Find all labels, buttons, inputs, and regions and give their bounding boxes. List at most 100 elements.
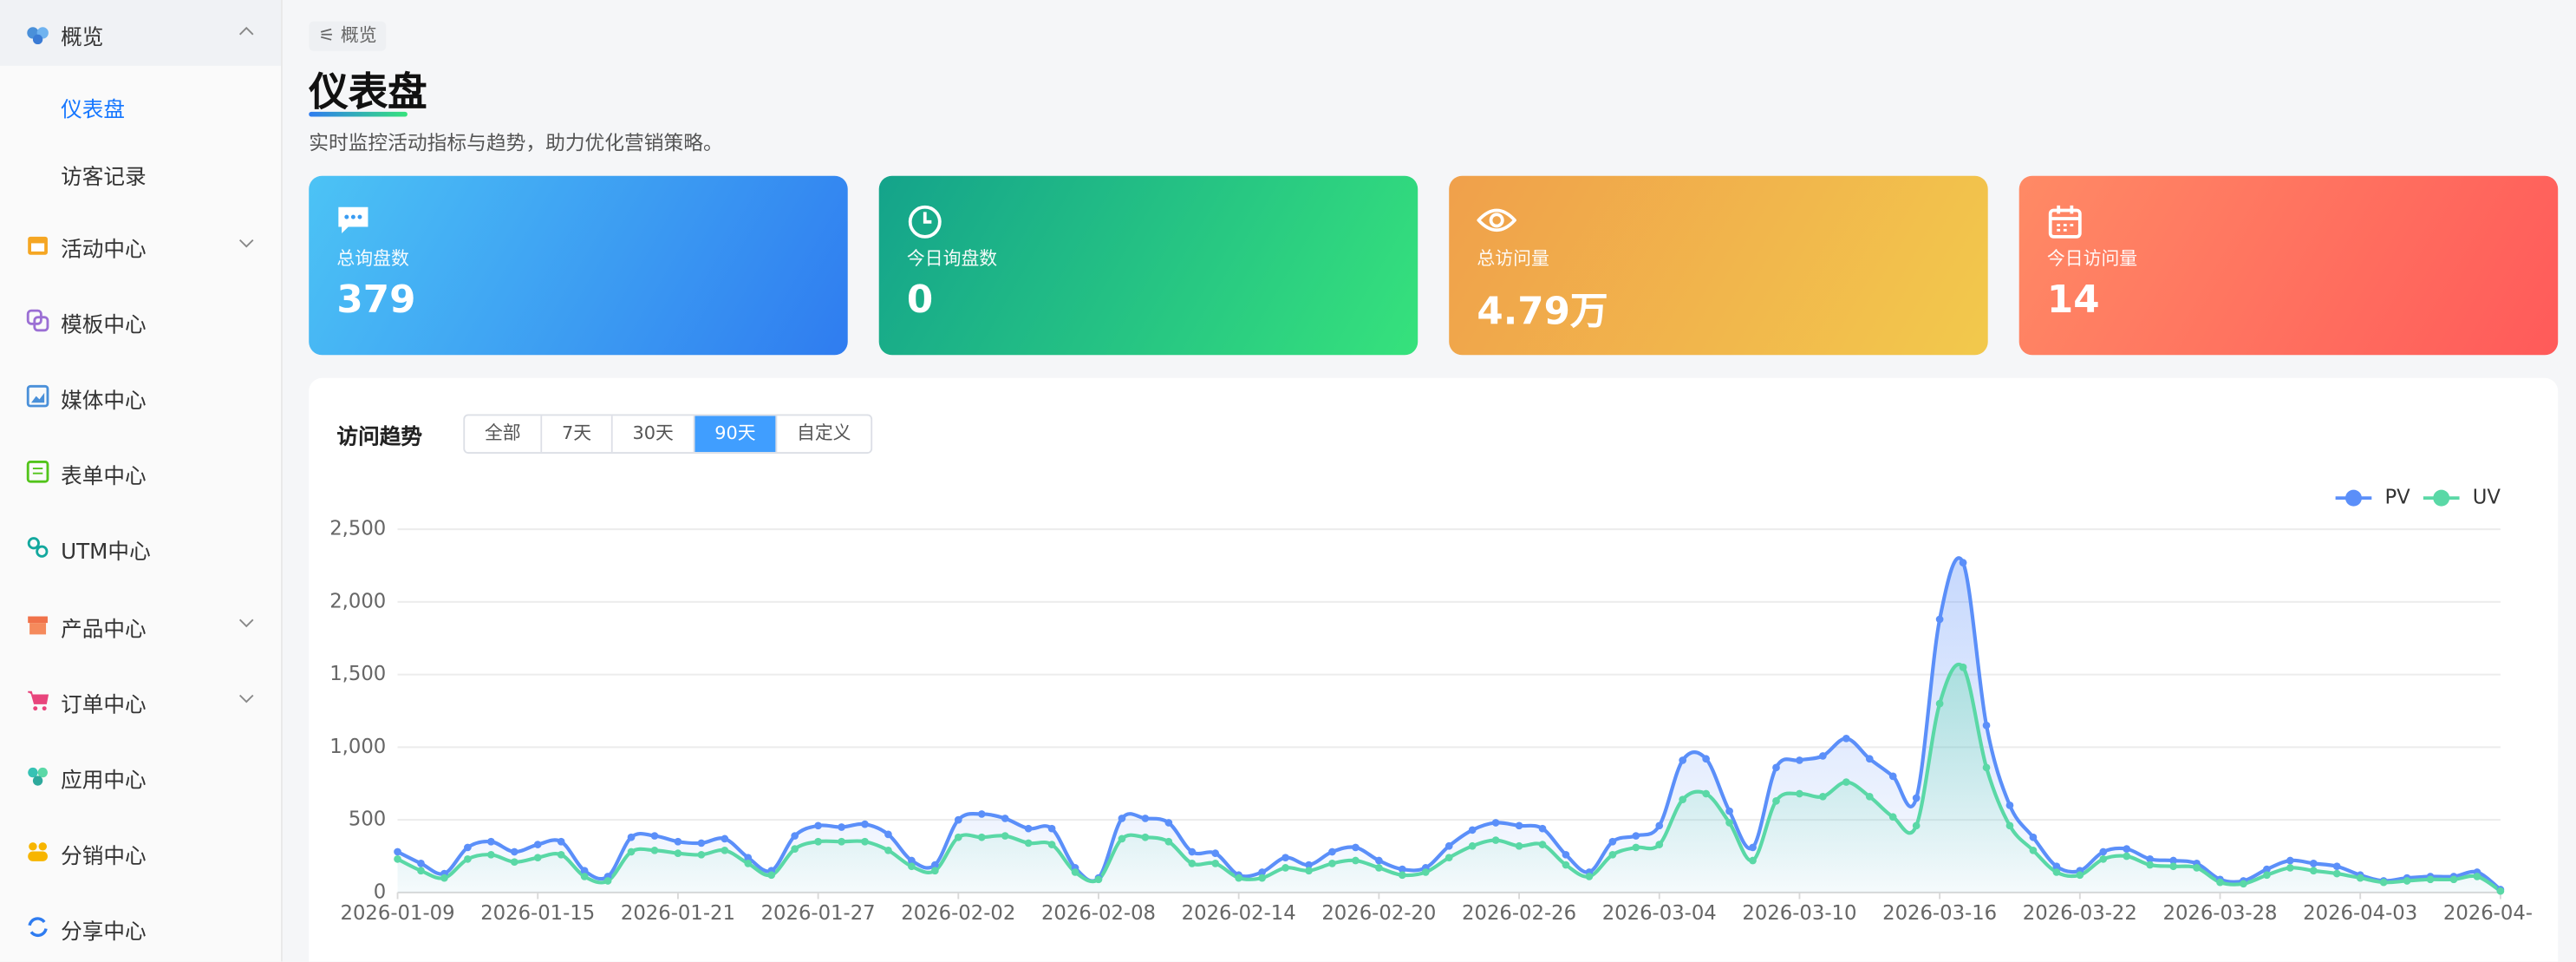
menu-group[interactable]: 应用中心 [0, 743, 281, 808]
point [417, 867, 425, 875]
stat-card: 总询盘数 379 [309, 175, 848, 356]
x-tick-label: 2026-02-08 [1041, 902, 1156, 925]
point [1655, 821, 1664, 830]
stat-label: 总访问量 [1477, 248, 1549, 270]
point [1375, 856, 1383, 865]
point [1515, 841, 1523, 850]
point [1281, 864, 1289, 872]
point [697, 850, 706, 859]
menu-group[interactable]: 分销中心 [0, 819, 281, 885]
point [1842, 734, 1850, 743]
menu-label: 应用中心 [61, 769, 147, 795]
range-tab[interactable]: 30天 [612, 416, 695, 453]
legend-label: UV [2473, 487, 2501, 509]
menu-group[interactable]: 概览 [0, 0, 282, 66]
point [1982, 721, 1991, 730]
point [1398, 871, 1406, 880]
point [1608, 837, 1617, 846]
point [2356, 874, 2364, 882]
x-tick-label: 2026-04-09 [2443, 902, 2534, 925]
point [1655, 841, 1664, 848]
sidebar: 概览 仪表盘 访客记录 活动中心 模板中心 媒体中心 表单中心 UTM中心 产品 [0, 0, 283, 962]
point [2403, 877, 2411, 885]
point [1749, 843, 1757, 852]
menu-group[interactable]: 分享中心 [0, 894, 281, 960]
range-tab[interactable]: 7天 [542, 416, 613, 453]
point [1281, 854, 1289, 862]
range-tab[interactable]: 自定义 [777, 416, 871, 453]
menu-group[interactable]: 表单中心 [0, 439, 281, 505]
point [1445, 841, 1453, 850]
chevron [238, 26, 254, 36]
menu-label: 订单中心 [61, 693, 147, 719]
point [650, 846, 659, 854]
x-tick-label: 2026-02-14 [1182, 902, 1296, 925]
point [2005, 802, 2014, 809]
point [884, 830, 892, 839]
point [2169, 856, 2177, 865]
point [1959, 663, 1967, 671]
menu-label: 产品中心 [61, 618, 147, 643]
point [1888, 813, 1897, 821]
menu-group[interactable]: 模板中心 [0, 288, 281, 354]
menu-group[interactable]: 媒体中心 [0, 363, 281, 429]
point [1749, 856, 1757, 865]
point [1001, 815, 1009, 822]
menu-group[interactable]: 活动中心 [0, 212, 281, 278]
point [1959, 559, 1967, 567]
icon: ⚟ [318, 24, 341, 47]
breadcrumb[interactable]: ⚟ 概览 [309, 21, 387, 51]
stat-label: 总询盘数 [336, 248, 409, 270]
point [1047, 841, 1056, 848]
x-tick-label: 2026-01-27 [761, 902, 876, 925]
point [2052, 862, 2061, 871]
point [1235, 874, 1243, 882]
point [1164, 819, 1173, 827]
point [440, 874, 448, 882]
y-tick-label: 1,000 [329, 736, 386, 758]
y-tick-label: 0 [374, 880, 386, 903]
point [2099, 847, 2108, 856]
point [1912, 821, 1921, 830]
submenu-item[interactable]: 仪表盘 [61, 98, 126, 124]
point [1141, 833, 1150, 841]
point [1001, 832, 1009, 840]
point [1491, 819, 1500, 827]
point [1679, 756, 1687, 764]
range-tab[interactable]: 全部 [465, 416, 543, 453]
chevron [238, 618, 254, 628]
point [930, 867, 939, 875]
point [1842, 778, 1850, 786]
range-tab[interactable]: 90天 [695, 416, 778, 453]
stat-label: 今日访问量 [2046, 248, 2138, 270]
stat-value: 379 [336, 279, 416, 323]
stat-value: 0 [906, 279, 934, 323]
point [2076, 871, 2084, 880]
menu-group[interactable]: UTM中心 [0, 514, 281, 580]
point [1819, 792, 1827, 801]
point [1562, 850, 1570, 859]
submenu-item[interactable]: 访客记录 [61, 166, 147, 191]
point [2216, 878, 2224, 887]
point [2309, 860, 2318, 867]
icon [28, 236, 48, 255]
menu-label: 活动中心 [61, 238, 147, 264]
menu-group[interactable]: 订单中心 [0, 667, 281, 733]
menu-group[interactable]: 产品中心 [0, 592, 281, 658]
chevron [238, 239, 254, 248]
point [908, 862, 916, 871]
point [1865, 755, 1874, 763]
y-tick-label: 2,000 [329, 590, 386, 612]
point [884, 846, 892, 854]
point [627, 833, 636, 841]
point [1024, 824, 1033, 833]
x-tick-label: 2026-03-04 [1602, 902, 1717, 925]
point [930, 861, 939, 869]
point [1258, 874, 1266, 882]
point [1258, 868, 1266, 876]
point [1819, 752, 1827, 760]
page-subtitle: 实时监控活动指标与趋势，助力优化营销策略。 [309, 131, 723, 155]
icon [338, 206, 368, 234]
y-tick-label: 1,500 [329, 663, 386, 685]
chevron [238, 694, 254, 704]
